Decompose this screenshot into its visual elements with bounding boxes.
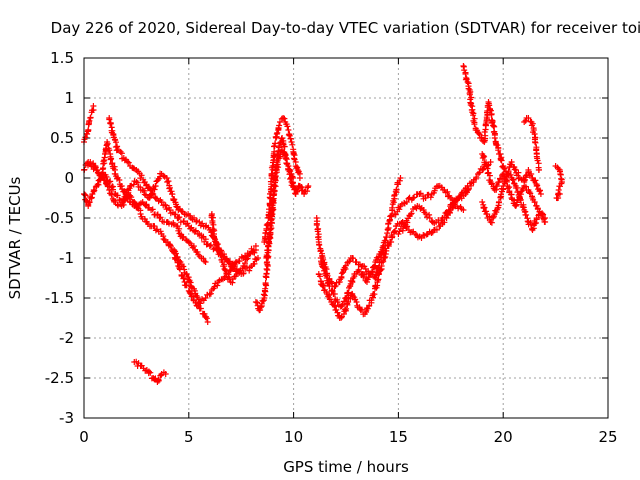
y-tick-label: -3	[59, 409, 74, 427]
y-tick-label: 0.5	[50, 129, 74, 147]
y-tick-label: 1	[64, 89, 74, 107]
x-tick-label: 20	[494, 428, 513, 446]
y-tick-label: -0.5	[45, 209, 74, 227]
x-tick-label: 0	[79, 428, 89, 446]
x-tick-label: 15	[389, 428, 408, 446]
chart-title: Day 226 of 2020, Sidereal Day-to-day VTE…	[51, 19, 640, 37]
x-tick-label: 25	[598, 428, 617, 446]
sdtvar-chart: Day 226 of 2020, Sidereal Day-to-day VTE…	[0, 0, 640, 480]
y-tick-label: -2	[59, 329, 74, 347]
y-axis-label: SDTVAR / TECUs	[6, 176, 24, 299]
y-tick-label: 1.5	[50, 49, 74, 67]
y-tick-label: -2.5	[45, 369, 74, 387]
y-tick-label: -1.5	[45, 289, 74, 307]
y-tick-label: -1	[59, 249, 74, 267]
y-tick-label: 0	[64, 169, 74, 187]
x-tick-label: 5	[184, 428, 194, 446]
x-axis-label: GPS time / hours	[283, 458, 409, 476]
chart-background	[0, 0, 640, 480]
x-tick-label: 10	[284, 428, 303, 446]
